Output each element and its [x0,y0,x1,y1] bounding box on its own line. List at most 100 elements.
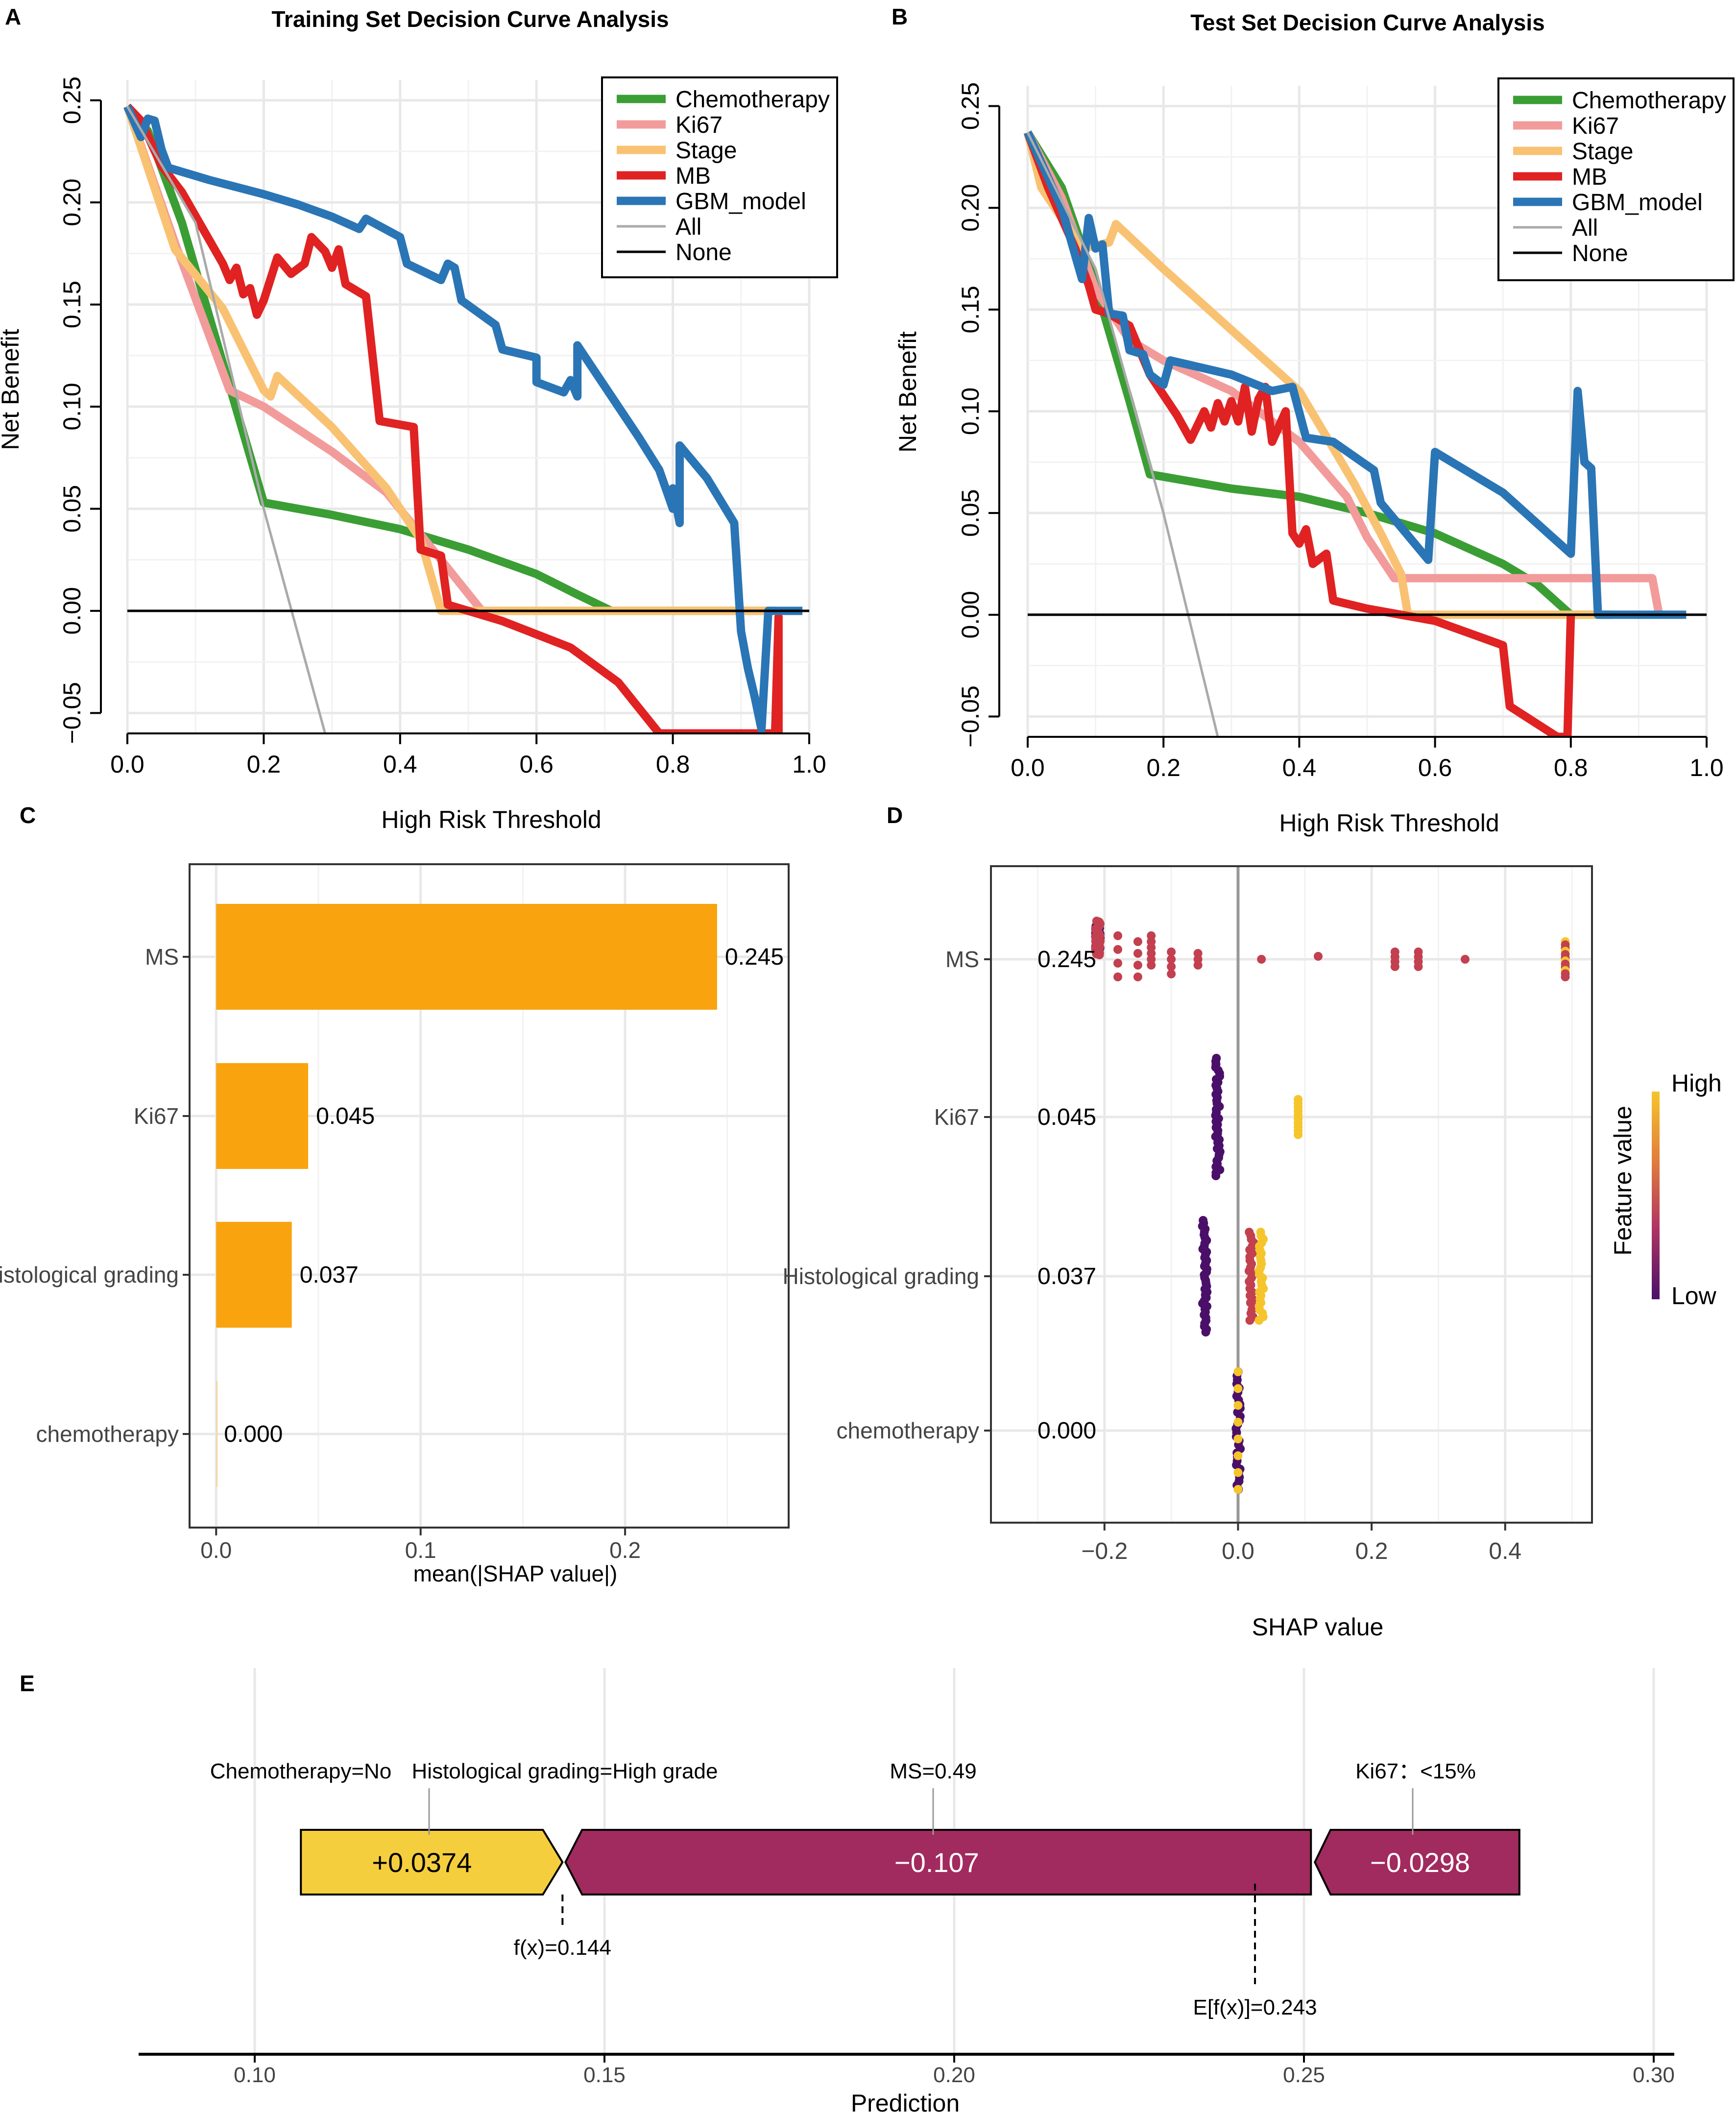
panel-b-title: Test Set Decision Curve Analysis [1190,10,1545,35]
x-tick-label: 0.8 [1554,754,1588,781]
bar-ki67 [216,1063,309,1169]
shap-point [1414,962,1423,971]
shap-point [1561,972,1570,981]
force-value-ms: −0.107 [894,1847,979,1878]
bar-value-label: 0.045 [316,1103,375,1129]
shap-point [1233,1417,1243,1427]
panel-a-series [123,103,809,733]
bar-chemotherapy [216,1381,218,1487]
panel-b-series [1023,130,1707,737]
y-category-label: Histological grading [0,1262,179,1288]
series-line-stage [123,105,775,615]
y-category-label: Ki67 [934,1104,979,1130]
panel-d-x-label: SHAP value [1252,1613,1384,1641]
shap-point [1294,1130,1303,1139]
colorbar-high-label: High [1671,1069,1722,1097]
x-tick-label: 0.15 [583,2063,626,2087]
shap-point [1233,1434,1243,1444]
y-category-label: Ki67 [134,1103,179,1129]
feature-importance-label: 0.000 [1037,1418,1096,1444]
x-tick-label: 1.0 [792,751,826,778]
shap-point [1167,948,1176,956]
y-tick-label: 0.25 [58,76,86,124]
x-tick-label: 0.0 [1011,754,1045,781]
x-tick-label: 0.25 [1283,2063,1325,2087]
force-segment-ki67 [1314,1829,1520,1895]
force-value-positive: +0.0374 [372,1847,472,1878]
shap-point [1133,949,1142,958]
panel-e: E +0.0374 −0.107 −0.0298 Chemotherapy=No His… [20,1668,1675,2114]
feature-importance-label: 0.245 [1037,947,1096,972]
shap-point [1133,972,1142,981]
shap-point [1167,962,1176,971]
panel-d-colorbar: High Low Feature value [1609,1069,1722,1310]
series-line-chemotherapy [124,103,775,615]
x-tick-label: 0.2 [1146,754,1181,781]
shap-point [1167,955,1176,964]
panel-b-axes: 0.0 0.2 0.4 0.6 0.8 1.0 −0.05 0.00 0.05 0.10 0.15 0… [957,82,1724,781]
legend-label: None [1572,241,1628,267]
shap-point [1233,1468,1243,1477]
panel-d: D MS 0.245 Ki67 0.045 Histological grading 0.… [783,802,1722,1641]
x-tick-label: 0.0 [110,751,145,778]
series-line-all [126,105,327,733]
panel-b-x-label: High Risk Threshold [1279,809,1499,837]
shap-point [1113,945,1122,954]
fx-label: f(x)=0.144 [514,1936,611,1960]
shap-point [1113,931,1122,940]
legend-label: MB [675,163,711,189]
x-tick-label: 0.6 [519,751,554,778]
colorbar-low-label: Low [1671,1282,1717,1310]
shap-point [1257,955,1266,964]
x-tick-label: 0.20 [933,2063,975,2087]
shap-point [1201,1328,1210,1336]
panel-a-letter: A [5,4,21,29]
legend-label: GBM_model [675,189,806,215]
x-tick-label: 0.4 [1282,754,1317,781]
shap-point [1113,972,1122,981]
series-group [123,103,809,733]
plot-frame [189,863,790,1529]
y-tick-label: 0.00 [957,591,984,638]
series-line-gbm-model [1024,131,1687,619]
legend-label: GBM_model [1572,190,1703,216]
panel-e-letter: E [20,1671,35,1696]
series-line-mb [124,103,783,733]
shap-point [1133,937,1142,946]
feature-label-histological-grading: Histological grading=High grade [412,1759,718,1783]
shap-point [1133,961,1142,970]
shap-point [1233,1451,1243,1460]
legend-label: Ki67 [1572,113,1619,139]
feature-label-ms: MS=0.49 [890,1759,976,1783]
shap-point [1461,955,1470,964]
x-tick-label: 0.30 [1633,2063,1675,2087]
y-tick-label: 0.10 [58,383,86,430]
force-segment-ms [564,1829,1312,1895]
feature-label-ki67: Ki67：<15% [1355,1759,1476,1783]
y-tick-label: 0.15 [957,286,984,333]
legend-label: Chemotherapy [675,87,830,113]
legend-label: Chemotherapy [1572,88,1726,114]
shap-point [1254,1316,1264,1325]
y-category-label: MS [945,947,979,972]
feature-importance-label: 0.045 [1037,1104,1096,1130]
y-category-label: chemotherapy [837,1418,980,1443]
panel-e-content: +0.0374 −0.107 −0.0298 Chemotherapy=No Histo… [139,1668,1675,2087]
panel-a-axes: 0.0 0.2 0.4 0.6 0.8 1.0 −0.05 0.00 0.05 0.10 0.15 0… [58,76,826,778]
bar-ms [216,904,717,1010]
y-tick-label: −0.05 [58,682,86,744]
y-tick-label: 0.05 [58,485,86,533]
x-tick-label: 0.0 [200,1537,232,1563]
x-tick-label: 0.10 [234,2063,276,2087]
shap-point [1390,962,1399,971]
panel-a-y-label: Net Benefit [0,329,24,450]
legend-label: Stage [1572,139,1633,165]
panel-d-letter: D [887,802,903,828]
bar-value-label: 0.037 [300,1262,359,1288]
bar-value-label: 0.245 [725,944,784,970]
panel-a-title: Training Set Decision Curve Analysis [271,6,669,32]
colorbar-gradient [1652,1092,1660,1299]
